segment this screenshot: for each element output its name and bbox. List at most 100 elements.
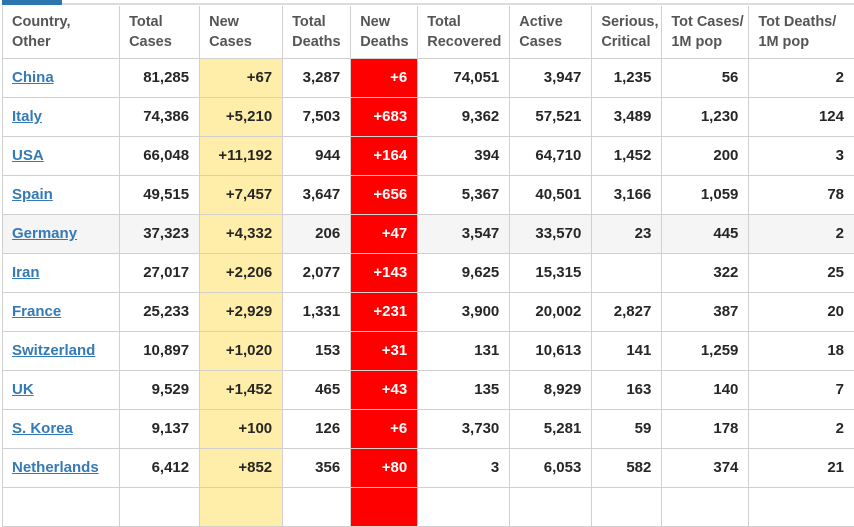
table-row: USA 66,048 +11,192 944 +164 394 64,710 1… — [3, 136, 854, 175]
cell-total-cases: 6,412 — [120, 448, 200, 487]
cell-total-cases: 74,386 — [120, 97, 200, 136]
cell-serious-critical: 141 — [592, 331, 662, 370]
cell-total-recovered: 9,625 — [418, 253, 510, 292]
cell-total-deaths: 944 — [283, 136, 351, 175]
column-header-line2: Deaths — [360, 32, 412, 52]
column-header-cases-per-1m[interactable]: Tot Cases/ 1M pop — [662, 6, 749, 58]
country-link[interactable]: USA — [12, 147, 44, 164]
cell-total-cases: 81,285 — [120, 58, 200, 97]
column-header-deaths-per-1m[interactable]: Tot Deaths/ 1M pop — [749, 6, 854, 58]
cell-country: UK — [3, 370, 120, 409]
table-header: Country, Other Total Cases New Cases Tot… — [3, 6, 854, 58]
cell-total-recovered: 5,367 — [418, 175, 510, 214]
cell-new-cases: +4,332 — [200, 214, 283, 253]
column-header-line1: Country, — [12, 12, 114, 32]
cell-total-deaths: 356 — [283, 448, 351, 487]
cell-country: France — [3, 292, 120, 331]
cell-total-recovered: 74,051 — [418, 58, 510, 97]
cell-deaths-per-1m: 2 — [749, 58, 854, 97]
cell-new-deaths: +143 — [351, 253, 418, 292]
country-link[interactable]: UK — [12, 381, 34, 398]
cell-new-cases: +1,020 — [200, 331, 283, 370]
cell-new-cases: +1,452 — [200, 370, 283, 409]
country-link[interactable]: China — [12, 69, 54, 86]
table-row: Germany 37,323 +4,332 206 +47 3,547 33,5… — [3, 214, 854, 253]
cell-active-cases: 10,613 — [510, 331, 592, 370]
cell-total-recovered: 3,547 — [418, 214, 510, 253]
cell-deaths-per-1m: 124 — [749, 97, 854, 136]
cell-new-deaths: +683 — [351, 97, 418, 136]
table-row: Italy 74,386 +5,210 7,503 +683 9,362 57,… — [3, 97, 854, 136]
cell-new-deaths: +43 — [351, 370, 418, 409]
country-link[interactable]: Iran — [12, 264, 40, 281]
column-header-line2: 1M pop — [758, 32, 849, 52]
tab-bar-fragment — [0, 0, 854, 6]
country-link[interactable]: S. Korea — [12, 420, 73, 437]
cell-deaths-per-1m: 25 — [749, 253, 854, 292]
cell-new-cases: +67 — [200, 58, 283, 97]
active-tab-indicator[interactable] — [2, 0, 62, 5]
cell-cases-per-1m: 1,059 — [662, 175, 749, 214]
country-link[interactable]: France — [12, 303, 61, 320]
cell-serious-critical: 2,827 — [592, 292, 662, 331]
cell-new-deaths: +31 — [351, 331, 418, 370]
cell-total-recovered: 3,730 — [418, 409, 510, 448]
cell-deaths-per-1m: 2 — [749, 214, 854, 253]
column-header-line1: Serious, — [601, 12, 656, 32]
cell-new-cases: +11,192 — [200, 136, 283, 175]
column-header-line1: New — [360, 12, 412, 32]
column-header-total-recovered[interactable]: Total Recovered — [418, 6, 510, 58]
cell-total-recovered: 394 — [418, 136, 510, 175]
cell-total-cases: 37,323 — [120, 214, 200, 253]
table-row: UK 9,529 +1,452 465 +43 135 8,929 163 14… — [3, 370, 854, 409]
cell-new-cases: +2,206 — [200, 253, 283, 292]
cell-active-cases: 5,281 — [510, 409, 592, 448]
column-header-active-cases[interactable]: Active Cases — [510, 6, 592, 58]
cell-deaths-per-1m: 18 — [749, 331, 854, 370]
table-row: S. Korea 9,137 +100 126 +6 3,730 5,281 5… — [3, 409, 854, 448]
country-link[interactable]: Italy — [12, 108, 42, 125]
cell-serious-critical — [592, 253, 662, 292]
cell-cases-per-1m: 322 — [662, 253, 749, 292]
cell-country: China — [3, 58, 120, 97]
cell-active-cases: 3,947 — [510, 58, 592, 97]
column-header-serious-critical[interactable]: Serious, Critical — [592, 6, 662, 58]
cell-country: Netherlands — [3, 448, 120, 487]
cell-total-cases: 49,515 — [120, 175, 200, 214]
cell-new-deaths: +47 — [351, 214, 418, 253]
cell-cases-per-1m: 178 — [662, 409, 749, 448]
country-link[interactable]: Switzerland — [12, 342, 95, 359]
table-row: Switzerland 10,897 +1,020 153 +31 131 10… — [3, 331, 854, 370]
column-header-country[interactable]: Country, Other — [3, 6, 120, 58]
cell-total-cases: 27,017 — [120, 253, 200, 292]
cell-cases-per-1m: 140 — [662, 370, 749, 409]
table-row: Iran 27,017 +2,206 2,077 +143 9,625 15,3… — [3, 253, 854, 292]
cell-country: Germany — [3, 214, 120, 253]
cell-cases-per-1m: 1,259 — [662, 331, 749, 370]
column-header-new-deaths[interactable]: New Deaths — [351, 6, 418, 58]
cell-total-cases: 9,137 — [120, 409, 200, 448]
cell-active-cases: 15,315 — [510, 253, 592, 292]
country-link[interactable]: Netherlands — [12, 459, 99, 476]
column-header-total-cases[interactable]: Total Cases — [120, 6, 200, 58]
column-header-new-cases[interactable]: New Cases — [200, 6, 283, 58]
cell-active-cases: 40,501 — [510, 175, 592, 214]
cell-cases-per-1m: 56 — [662, 58, 749, 97]
column-header-line1: Total — [129, 12, 194, 32]
cell-serious-critical: 1,452 — [592, 136, 662, 175]
column-header-line2: Recovered — [427, 32, 504, 52]
column-header-line1: Total — [427, 12, 504, 32]
cell-total-deaths: 153 — [283, 331, 351, 370]
cell-total-recovered: 135 — [418, 370, 510, 409]
column-header-total-deaths[interactable]: Total Deaths — [283, 6, 351, 58]
country-link[interactable]: Spain — [12, 186, 53, 203]
table-row: Spain 49,515 +7,457 3,647 +656 5,367 40,… — [3, 175, 854, 214]
column-header-line2: 1M pop — [671, 32, 743, 52]
cell-cases-per-1m: 200 — [662, 136, 749, 175]
cell-serious-critical: 1,235 — [592, 58, 662, 97]
cell-deaths-per-1m: 7 — [749, 370, 854, 409]
header-row: Country, Other Total Cases New Cases Tot… — [3, 6, 854, 58]
cell-total-deaths: 206 — [283, 214, 351, 253]
cell-new-deaths: +6 — [351, 409, 418, 448]
country-link[interactable]: Germany — [12, 225, 77, 242]
